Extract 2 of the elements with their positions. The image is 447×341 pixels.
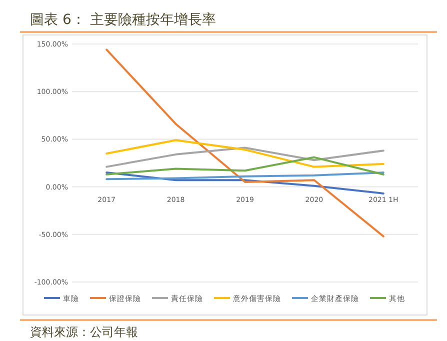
annotation: 資料來源：公司年報 xyxy=(30,325,138,339)
title: 圖表 6： 主要險種按年增長率 xyxy=(30,12,216,28)
